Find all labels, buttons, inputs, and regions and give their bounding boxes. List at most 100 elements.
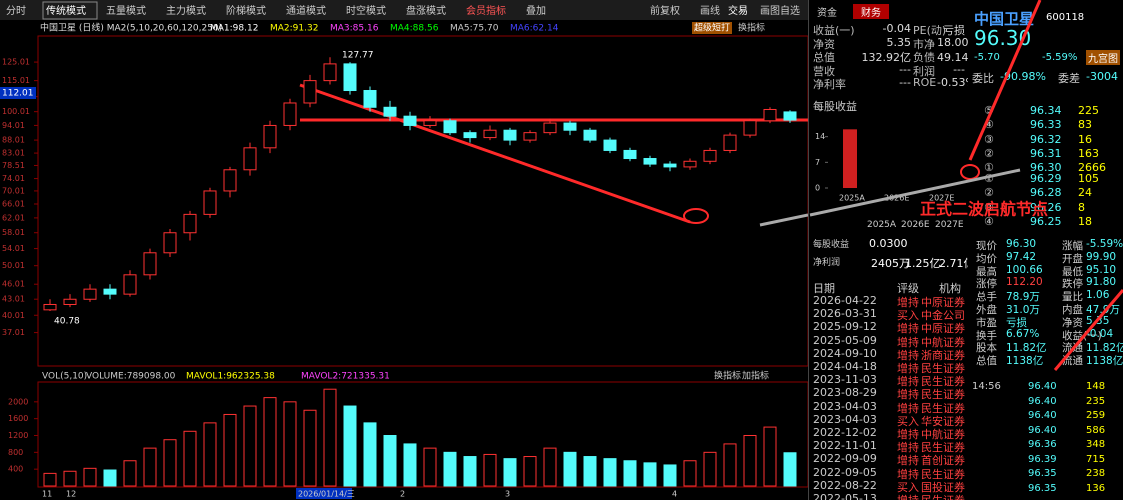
book-cell: 18 [1078, 214, 1092, 228]
volume-bar [643, 462, 657, 487]
price: 96.30 [974, 26, 1032, 50]
y-tick-label: 400 [8, 465, 23, 474]
rating-cell: 2023-04-03 [813, 399, 877, 413]
candle-body [223, 169, 237, 192]
tick-cell: 96.35 [1028, 482, 1057, 494]
x-tick-label: 11 [42, 490, 52, 499]
x-tick-label: 2025A [839, 194, 865, 203]
forecast-cell: 2.71亿 [939, 257, 968, 270]
info-cell: 市净 [913, 37, 935, 51]
candle-body [323, 63, 337, 82]
rating-cell: 民生证券 [921, 401, 965, 415]
volume-bar [343, 405, 357, 487]
stat-cell: 跌停 [1062, 278, 1083, 291]
stat-cell: 总值 [976, 355, 997, 368]
book-cell: ④ [984, 214, 994, 228]
toolbar-button[interactable]: 画图自选 [760, 4, 800, 17]
candle-body [203, 190, 217, 215]
book-cell: ④ [984, 118, 994, 132]
volume-bar [783, 452, 797, 487]
info-cell: --- [953, 62, 965, 76]
rating-cell: 2023-11-03 [813, 373, 877, 387]
candle-body [243, 147, 257, 171]
rating-cell: 增持 [897, 401, 919, 415]
stat-cell: 112.20 [1006, 276, 1043, 289]
rating-cell: 增持 [897, 296, 919, 309]
book-cell: 96.30 [1030, 161, 1062, 175]
rating-cell: 2026-03-31 [813, 307, 877, 321]
ratio-cell: -90.98% [1000, 70, 1046, 83]
info-cell: 利润 [913, 64, 935, 78]
candle-body [763, 108, 777, 122]
button[interactable]: 换指标 [714, 370, 741, 382]
candle-body [543, 122, 557, 134]
price-frame [37, 35, 808, 367]
stat-cell: 换手 [976, 329, 997, 342]
book-cell: ② [984, 186, 994, 200]
button[interactable]: 超级短打 [694, 22, 730, 34]
stat-cell: 总手 [976, 291, 997, 304]
rating-cell: 买入 [897, 480, 919, 494]
volume-bar [523, 456, 537, 487]
stat-cell: 96.30 [1006, 238, 1037, 250]
candle-body [283, 102, 297, 126]
volume-bar [503, 458, 517, 487]
toolbar-button[interactable]: 前复权 [650, 4, 680, 17]
column-header: 2026E [901, 220, 930, 230]
forecast-cell: 0.0300 [869, 237, 908, 250]
ratio-cell: -3004 [1086, 70, 1118, 83]
rating-cell: 增持 [897, 335, 919, 349]
rating-cell: 2022-09-09 [813, 452, 877, 466]
tick-cell: 96.39 [1028, 453, 1057, 465]
y-tick-label: 2000 [8, 397, 28, 406]
toolbar-tab: 叠加 [526, 5, 546, 17]
candle-body [163, 232, 177, 254]
candle-body [723, 134, 737, 151]
book-cell: 16 [1078, 132, 1092, 146]
candle-body [643, 158, 657, 165]
candle-body [623, 149, 637, 160]
peak-label: 127.77 [342, 51, 374, 61]
stat-cell: 31.0万 [1006, 304, 1040, 316]
y-tick-label: 50.01 [2, 261, 25, 270]
toolbar-tab: 传统模式 [46, 4, 86, 17]
y-tick-label: 1600 [8, 414, 28, 423]
x-tick-label: 3 [505, 490, 510, 499]
info-cell: ROE [913, 76, 937, 89]
stat-cell: 11.82亿 [1006, 342, 1047, 355]
y-tick-label: 62.01 [2, 213, 25, 222]
candle-body [303, 80, 317, 104]
eps-title: 每股收益 [813, 100, 857, 113]
rating-cell: 中原证券 [921, 296, 965, 309]
quote-panel: 中国卫星 600118 96.30 -5.70 -5.59% 九宫图 委比 -90.98% 委差… [968, 0, 1123, 500]
info-cell: --- [899, 62, 911, 76]
x-tick-label: 2026/01/14/三 [298, 490, 355, 499]
toolbar-button[interactable]: 交易 [728, 4, 748, 17]
candle-body [123, 274, 137, 295]
button[interactable]: 加指标 [742, 370, 769, 382]
candle-body [523, 132, 537, 141]
tab[interactable]: 资金 [817, 8, 837, 19]
volume-bar [463, 456, 477, 487]
tab[interactable]: 财务 [853, 4, 889, 19]
rating-cell: 增持 [897, 454, 919, 468]
volume-bar [303, 409, 317, 487]
stat-cell: 100.66 [1006, 263, 1043, 276]
rating-cell: 中航证券 [921, 335, 965, 349]
toolbar-button[interactable]: 画线 [700, 4, 720, 17]
y-tick-label: 1200 [8, 431, 28, 440]
button[interactable]: 换指标 [738, 22, 765, 34]
rating-cell: 民生证券 [921, 492, 965, 500]
ma-label: MA3:85.16 [330, 24, 379, 34]
toolbar-tab: 会员指标 [466, 4, 506, 17]
volume-header: MAVOL2:721335.31 [301, 372, 390, 382]
rating-cell: 2024-04-18 [813, 360, 877, 373]
volume-bar [403, 443, 417, 487]
candle-body [663, 163, 677, 168]
button[interactable]: 九宫图 [1086, 50, 1120, 65]
tick-cell: 235 [1086, 395, 1106, 407]
candle-body [363, 90, 377, 108]
book-cell: 96.25 [1030, 214, 1062, 228]
rating-cell: 华安证券 [921, 414, 965, 428]
